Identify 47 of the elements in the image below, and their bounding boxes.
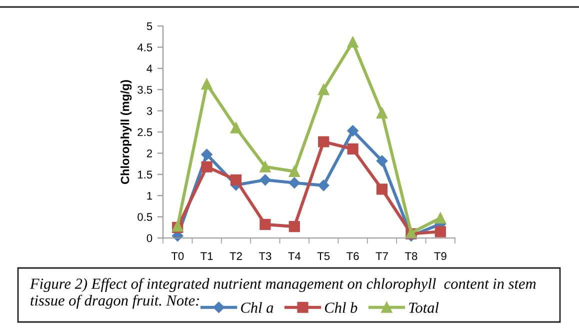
- point: [318, 84, 330, 96]
- x-tick-label: T8: [404, 252, 418, 260]
- point: [288, 177, 300, 188]
- point: [376, 184, 388, 195]
- point: [434, 212, 446, 224]
- y-tick-label: 1: [147, 192, 152, 200]
- point: [260, 174, 271, 186]
- y-tick-label: 4.5: [137, 44, 152, 52]
- x-tick-label: T2: [230, 252, 242, 260]
- x-tick-label: T7: [376, 252, 388, 260]
- point: [201, 148, 212, 160]
- point: [347, 143, 358, 155]
- y-tick-label: 2.5: [138, 128, 152, 136]
- point: [288, 220, 300, 232]
- legend-label: Chl b: [324, 302, 358, 313]
- point: [260, 218, 271, 230]
- x-tick-label: T3: [258, 252, 272, 260]
- legend-label: Chl a: [241, 302, 274, 313]
- point: [201, 78, 212, 90]
- point: [376, 107, 388, 118]
- point: [260, 161, 271, 172]
- x-tick-label: T6: [346, 252, 359, 260]
- point: [230, 122, 242, 134]
- point: [347, 125, 358, 136]
- point: [201, 161, 212, 172]
- y-tick-label: 0.5: [138, 213, 152, 221]
- point: [347, 36, 358, 48]
- point: [230, 174, 242, 186]
- y-tick-label: 0: [146, 234, 152, 242]
- x-tick-label: T1: [200, 252, 213, 260]
- point: [318, 136, 330, 148]
- y-tick-label: 4: [146, 64, 152, 72]
- y-axis-title: Chlorophyll (mg/g): [120, 80, 132, 184]
- point: [288, 166, 300, 177]
- y-tick-label: 1.5: [138, 170, 152, 179]
- point: [318, 180, 330, 192]
- point: [434, 226, 446, 238]
- y-tick-label: 5: [146, 22, 152, 30]
- x-tick-label: T4: [288, 252, 301, 260]
- legend-label: Total: [409, 302, 439, 313]
- x-tick-label: T0: [171, 252, 184, 260]
- y-tick-label: 3: [146, 107, 152, 115]
- x-tick-label: T5: [317, 252, 330, 260]
- y-tick-label: 3.5: [138, 86, 152, 94]
- y-tick-label: 2: [146, 149, 152, 158]
- x-tick-label: T9: [434, 252, 446, 260]
- point: [376, 155, 388, 166]
